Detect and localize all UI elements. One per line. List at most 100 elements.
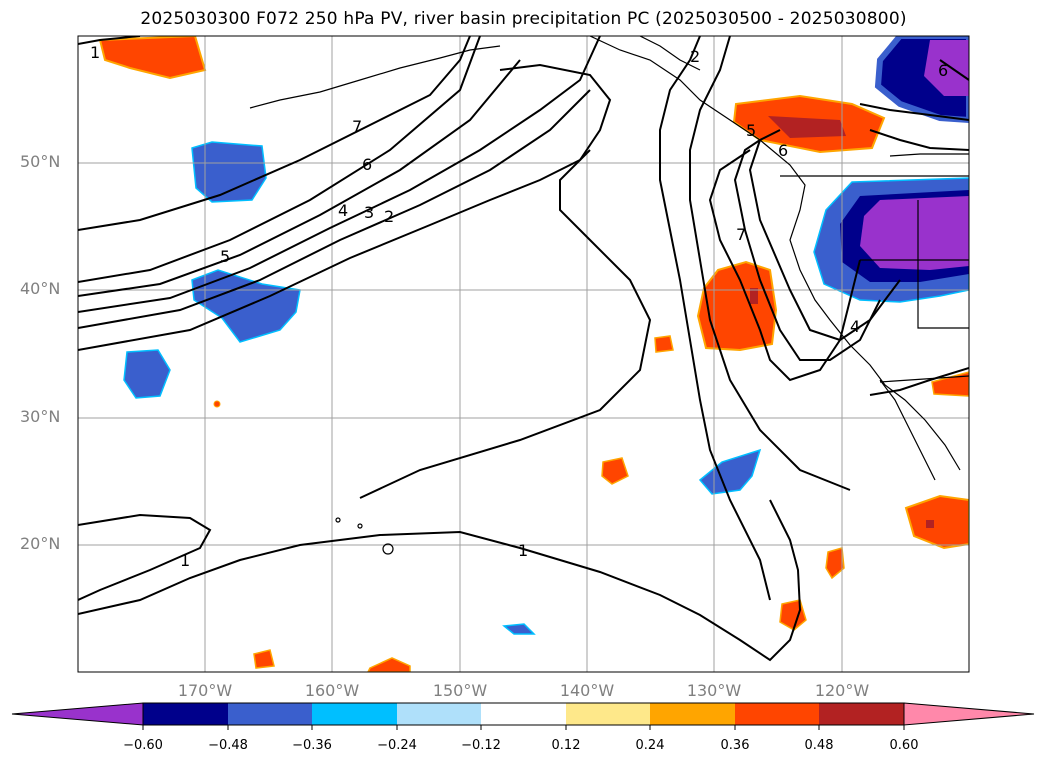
lon-label-160w: 160°W bbox=[304, 681, 360, 700]
state-border bbox=[917, 200, 969, 329]
coastline-aleutians bbox=[249, 45, 501, 109]
island-hawaii bbox=[382, 543, 394, 555]
precip-negative-area bbox=[502, 623, 536, 635]
precip-negative-area bbox=[123, 349, 171, 399]
colorbar-label: −0.12 bbox=[461, 738, 501, 753]
colorbar-label: 0.12 bbox=[551, 738, 581, 753]
precip-positive-area bbox=[213, 400, 221, 408]
precip-strong-negative bbox=[860, 196, 969, 270]
precip-positive-area bbox=[601, 457, 629, 485]
colorbar-extend-low bbox=[11, 702, 144, 726]
precip-strong-positive bbox=[926, 520, 934, 528]
precip-negative-area bbox=[191, 141, 267, 203]
map-content: 1 5 4 3 2 6 7 2 5 6 7 4 6 1 1 bbox=[78, 36, 969, 672]
colorbar-label: −0.24 bbox=[377, 738, 417, 753]
island-hawaii bbox=[335, 517, 341, 523]
graticule bbox=[78, 36, 969, 672]
pv-contour bbox=[689, 36, 851, 491]
colorbar-segment bbox=[312, 703, 397, 725]
precip-strong-positive bbox=[750, 288, 758, 304]
colorbar-segment bbox=[481, 703, 566, 725]
pv-contour bbox=[733, 139, 881, 361]
pv-contour bbox=[78, 36, 141, 45]
map-title: 2025030300 F072 250 hPa PV, river basin … bbox=[140, 9, 907, 29]
precip-positive-area bbox=[253, 649, 275, 669]
colorbar bbox=[11, 702, 1035, 730]
contour-label: 1 bbox=[518, 541, 528, 560]
colorbar-segment bbox=[735, 703, 819, 725]
coastline-baja bbox=[879, 379, 936, 481]
contour-label: 6 bbox=[938, 61, 948, 80]
contour-label: 7 bbox=[736, 225, 746, 244]
colorbar-segment bbox=[397, 703, 481, 725]
contour-label: 2 bbox=[384, 207, 394, 226]
pv-contour bbox=[78, 513, 212, 601]
precip-positive-area bbox=[931, 371, 969, 397]
pv-contour bbox=[78, 499, 802, 662]
precip-positive-area bbox=[98, 36, 207, 80]
coastline-north-america bbox=[589, 36, 961, 471]
pv-contour bbox=[78, 63, 612, 351]
precip-strong-negative bbox=[924, 40, 969, 96]
colorbar-segment bbox=[228, 703, 312, 725]
contour-label: 4 bbox=[338, 201, 348, 220]
contour-label: 3 bbox=[364, 203, 374, 222]
lon-label-120w: 120°W bbox=[814, 681, 870, 700]
contour-label: 6 bbox=[778, 141, 788, 160]
pv-contour bbox=[659, 36, 771, 601]
colorbar-segment bbox=[566, 703, 650, 725]
colorbar-label: −0.48 bbox=[208, 738, 248, 753]
lon-label-150w: 150°W bbox=[432, 681, 488, 700]
pv-contour bbox=[359, 149, 652, 499]
pv-contour bbox=[869, 129, 969, 151]
precip-positive-area bbox=[367, 657, 411, 672]
precip-strong-positive bbox=[768, 116, 846, 138]
colorbar-label: −0.60 bbox=[123, 738, 163, 753]
lon-label-170w: 170°W bbox=[177, 681, 233, 700]
colorbar-label: 0.60 bbox=[889, 738, 919, 753]
coastline-canada bbox=[889, 153, 969, 157]
contour-label: 5 bbox=[746, 121, 756, 140]
precip-positive-area bbox=[654, 335, 674, 353]
lon-label-130w: 130°W bbox=[686, 681, 742, 700]
pv-contour bbox=[78, 59, 521, 297]
contour-label: 4 bbox=[850, 317, 860, 336]
contour-label: 1 bbox=[180, 551, 190, 570]
pv-contour bbox=[78, 89, 591, 329]
colorbar-label: 0.24 bbox=[635, 738, 665, 753]
colorbar-ticks bbox=[142, 725, 905, 730]
colorbar-label: 0.36 bbox=[720, 738, 750, 753]
colorbar-label: −0.36 bbox=[292, 738, 332, 753]
pv-contour bbox=[78, 36, 481, 283]
pv-contour bbox=[939, 59, 969, 81]
lat-label-30n: 30°N bbox=[20, 407, 61, 426]
pv-contours bbox=[78, 36, 969, 662]
colorbar-label: 0.48 bbox=[804, 738, 834, 753]
colorbar-segment bbox=[819, 703, 904, 725]
border-us-mexico bbox=[879, 375, 969, 383]
contour-label: 2 bbox=[690, 47, 700, 66]
coastlines bbox=[249, 36, 969, 555]
colorbar-outline bbox=[142, 702, 905, 726]
contour-label: 5 bbox=[220, 247, 230, 266]
pv-contour bbox=[859, 103, 969, 121]
lat-label-40n: 40°N bbox=[20, 279, 61, 298]
lat-label-20n: 20°N bbox=[20, 534, 61, 553]
colorbar-segment bbox=[650, 703, 735, 725]
precip-positive-area bbox=[696, 260, 778, 352]
coastline-alaska bbox=[639, 36, 701, 71]
map-frame bbox=[77, 35, 970, 673]
precip-negative-area bbox=[698, 448, 762, 495]
colorbar-extend-high bbox=[903, 702, 1035, 726]
contour-label: 6 bbox=[362, 155, 372, 174]
contour-label: 1 bbox=[90, 43, 100, 62]
pv-contour bbox=[78, 36, 471, 231]
island-hawaii bbox=[357, 523, 363, 529]
precip-positive-area bbox=[825, 547, 845, 580]
pv-contour bbox=[708, 149, 861, 382]
pv-contour bbox=[869, 367, 969, 396]
colorbar-segment bbox=[143, 703, 228, 725]
pv-contour bbox=[748, 129, 901, 342]
precip-positive-area bbox=[904, 494, 969, 550]
